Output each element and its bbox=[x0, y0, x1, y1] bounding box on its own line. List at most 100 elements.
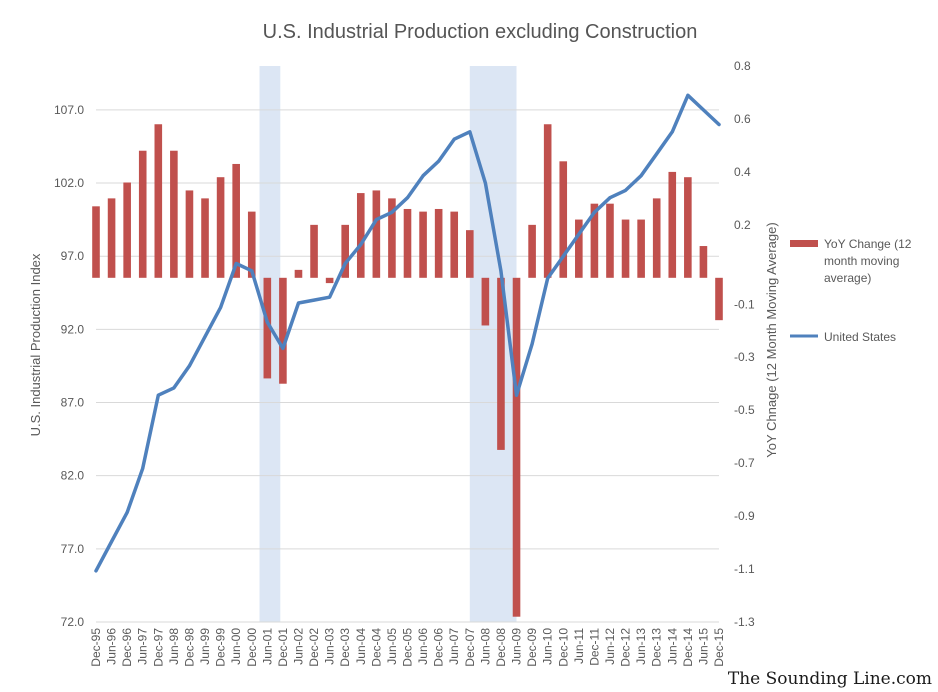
right-axis-ticks: -1.3 -1.1 -0.9 -0.7 -0.5 -0.3 -0.1 0.2 0.4 0.6 0.8 bbox=[734, 59, 755, 629]
right-tick-label: -1.1 bbox=[734, 562, 755, 576]
yoy-bar bbox=[450, 211, 459, 278]
yoy-bar bbox=[512, 277, 521, 617]
watermark: The Sounding Line.com bbox=[728, 669, 932, 689]
yoy-bar bbox=[403, 208, 412, 278]
x-tick-label: Jun-04 bbox=[354, 628, 368, 665]
yoy-bar bbox=[543, 124, 552, 278]
us-data-point bbox=[110, 540, 114, 544]
yoy-bar bbox=[356, 193, 365, 278]
legend-swatch-yoy bbox=[790, 240, 818, 247]
yoy-bar bbox=[481, 277, 490, 326]
yoy-bar bbox=[372, 190, 381, 278]
us-data-point bbox=[655, 152, 659, 156]
x-tick-label: Jun-13 bbox=[634, 628, 648, 665]
x-tick-label: Dec-04 bbox=[369, 628, 383, 667]
yoy-bar bbox=[123, 182, 131, 278]
us-data-point bbox=[172, 386, 176, 390]
right-tick-label: -0.1 bbox=[734, 297, 755, 311]
us-data-point bbox=[203, 335, 207, 339]
chart-title: U.S. Industrial Production excluding Con… bbox=[263, 21, 698, 43]
us-data-point bbox=[483, 181, 487, 185]
right-tick-label: -1.3 bbox=[734, 615, 755, 629]
us-data-point bbox=[296, 301, 300, 305]
yoy-bar bbox=[247, 211, 256, 278]
x-tick-label: Jun-97 bbox=[136, 628, 150, 665]
us-data-point bbox=[406, 196, 409, 200]
legend: YoY Change (12 month moving average) Uni… bbox=[790, 237, 912, 344]
right-tick-label: 0.6 bbox=[734, 112, 751, 126]
left-tick-label: 72.0 bbox=[61, 615, 85, 629]
yoy-bar bbox=[575, 219, 583, 278]
x-tick-label: Jun-03 bbox=[323, 628, 337, 665]
yoy-bar bbox=[263, 277, 272, 379]
x-tick-label: Dec-07 bbox=[463, 628, 477, 667]
yoy-bar bbox=[699, 246, 708, 278]
yoy-bar bbox=[170, 150, 178, 278]
us-data-point bbox=[156, 393, 160, 397]
yoy-bar bbox=[466, 230, 474, 278]
us-data-point bbox=[250, 269, 254, 273]
x-tick-label: Dec-99 bbox=[214, 628, 228, 667]
yoy-bar bbox=[715, 277, 723, 321]
yoy-bar bbox=[325, 277, 334, 284]
x-tick-label: Jun-96 bbox=[105, 628, 119, 665]
us-data-point bbox=[561, 254, 565, 258]
yoy-bar bbox=[294, 269, 303, 278]
x-tick-label: Jun-10 bbox=[541, 628, 555, 665]
yoy-bar bbox=[185, 190, 194, 278]
yoy-bar bbox=[279, 277, 287, 384]
yoy-bar bbox=[668, 171, 677, 278]
left-axis-title: U.S. Industrial Production Index bbox=[28, 253, 43, 436]
yoy-bar bbox=[201, 198, 209, 278]
us-data-point bbox=[608, 196, 612, 200]
yoy-bar bbox=[528, 224, 536, 278]
us-data-point bbox=[421, 174, 425, 178]
x-axis-ticks: Dec-95 Jun-96 Dec-96 Jun-97 Dec-97 Jun-98 Dec-… bbox=[89, 628, 726, 667]
left-tick-label: 102.0 bbox=[54, 176, 84, 190]
x-tick-label: Jun-00 bbox=[229, 628, 243, 665]
us-data-point bbox=[374, 218, 378, 222]
us-data-point bbox=[452, 137, 456, 141]
us-data-point bbox=[468, 130, 472, 134]
yoy-bar bbox=[216, 177, 225, 278]
left-tick-label: 87.0 bbox=[61, 396, 85, 410]
yoy-bar bbox=[310, 224, 318, 278]
x-tick-label: Dec-96 bbox=[120, 628, 134, 667]
x-tick-label: Dec-05 bbox=[401, 628, 415, 667]
us-data-point bbox=[343, 262, 347, 266]
x-tick-label: Dec-08 bbox=[494, 628, 508, 667]
yoy-bar bbox=[684, 177, 692, 278]
left-tick-label: 97.0 bbox=[61, 249, 85, 263]
yoy-bar bbox=[107, 198, 116, 278]
left-tick-label: 107.0 bbox=[54, 103, 84, 117]
right-axis-title: YoY Chnage (12 Month Moving Average) bbox=[764, 222, 779, 457]
x-tick-label: Dec-11 bbox=[587, 628, 601, 666]
us-data-point bbox=[686, 93, 690, 97]
yoy-bar bbox=[606, 203, 614, 278]
right-tick-label: -0.9 bbox=[734, 509, 755, 523]
us-data-point bbox=[717, 123, 721, 127]
x-tick-label: Dec-03 bbox=[338, 628, 352, 667]
x-tick-label: Dec-98 bbox=[182, 628, 196, 667]
x-tick-label: Dec-10 bbox=[556, 628, 570, 667]
yoy-bar bbox=[590, 203, 599, 278]
yoy-bar bbox=[419, 211, 427, 278]
x-tick-label: Jun-05 bbox=[385, 628, 399, 665]
us-data-point bbox=[219, 305, 223, 309]
x-tick-label: Jun-08 bbox=[478, 628, 492, 665]
us-data-point bbox=[437, 159, 441, 163]
x-tick-label: Jun-99 bbox=[198, 628, 212, 665]
us-data-point bbox=[187, 364, 191, 368]
right-tick-label: -0.5 bbox=[734, 403, 755, 417]
x-tick-label: Dec-09 bbox=[525, 628, 539, 667]
legend-label-us: United States bbox=[824, 330, 896, 344]
us-data-point bbox=[624, 188, 628, 192]
x-tick-label: Jun-12 bbox=[603, 628, 617, 665]
x-tick-label: Dec-06 bbox=[432, 628, 446, 667]
right-tick-label: -0.3 bbox=[734, 350, 755, 364]
yoy-bar bbox=[341, 224, 349, 278]
x-tick-label: Jun-02 bbox=[291, 628, 305, 665]
us-data-point bbox=[577, 232, 581, 236]
yoy-bar bbox=[388, 198, 396, 278]
